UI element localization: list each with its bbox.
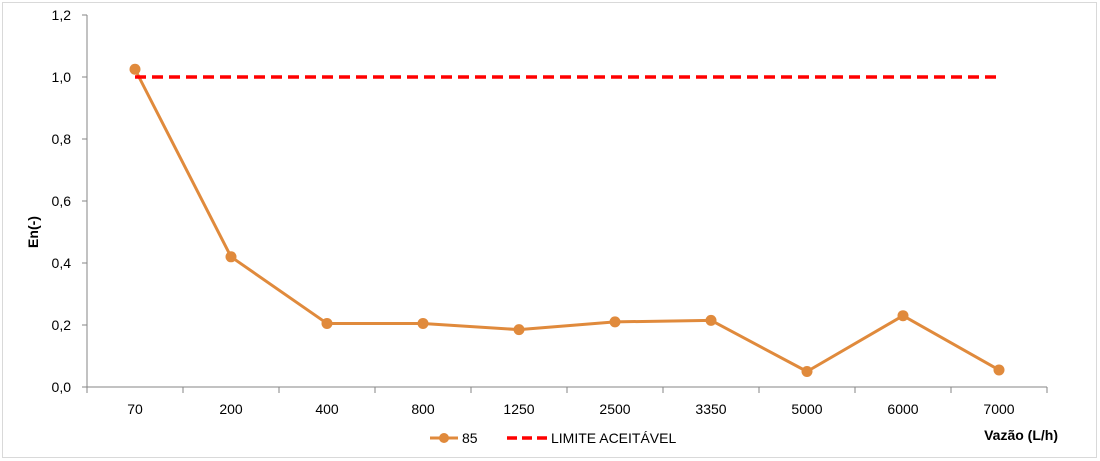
y-tick-label: 1,2 [52, 7, 72, 23]
x-tick-label: 5000 [791, 401, 822, 417]
series-layer [129, 63, 1005, 377]
x-tick-label: 6000 [887, 401, 918, 417]
x-tick-label: 400 [315, 401, 339, 417]
series-85 [129, 63, 1005, 377]
y-tick-label: 0,4 [52, 255, 72, 271]
legend-item-series-85: 85 [430, 430, 478, 446]
legend: 85 LIMITE ACEITÁVEL [430, 430, 676, 446]
data-point [993, 364, 1005, 376]
x-tick-label: 7000 [983, 401, 1014, 417]
x-tick-label: 200 [219, 401, 243, 417]
legend-label-limite-aceitavel: LIMITE ACEITÁVEL [551, 430, 676, 446]
series-line [133, 68, 1000, 373]
y-tick-labels: 0,0 0,2 0,4 0,6 0,8 1,0 1,2 [52, 7, 72, 395]
y-tick-label: 0,2 [52, 317, 72, 333]
y-axis-title: En(-) [25, 216, 41, 248]
data-point [513, 324, 525, 336]
x-tick-label: 2500 [599, 401, 630, 417]
data-point [417, 317, 429, 329]
x-tick-label: 3350 [695, 401, 726, 417]
data-point [129, 63, 141, 75]
data-point [705, 314, 717, 326]
x-tick-labels: 70 200 400 800 1250 2500 3350 5000 6000 7000 [127, 401, 1015, 417]
axes [82, 14, 1048, 393]
x-tick-label: 1250 [503, 401, 534, 417]
data-point [609, 316, 621, 328]
legend-marker-series-85 [439, 433, 449, 443]
y-tick-label: 1,0 [52, 69, 72, 85]
y-tick-label: 0,8 [52, 131, 72, 147]
x-tick-label: 800 [411, 401, 435, 417]
legend-item-limite-aceitavel: LIMITE ACEITÁVEL [507, 430, 676, 446]
y-tick-label: 0,0 [52, 379, 72, 395]
data-point [897, 310, 909, 322]
y-tick-label: 0,6 [52, 193, 72, 209]
x-axis-title: Vazão (L/h) [984, 427, 1058, 443]
x-tick-label: 70 [127, 401, 143, 417]
data-point [801, 366, 813, 377]
data-point [225, 251, 237, 263]
data-point [321, 317, 333, 329]
legend-label-series-85: 85 [462, 430, 478, 446]
